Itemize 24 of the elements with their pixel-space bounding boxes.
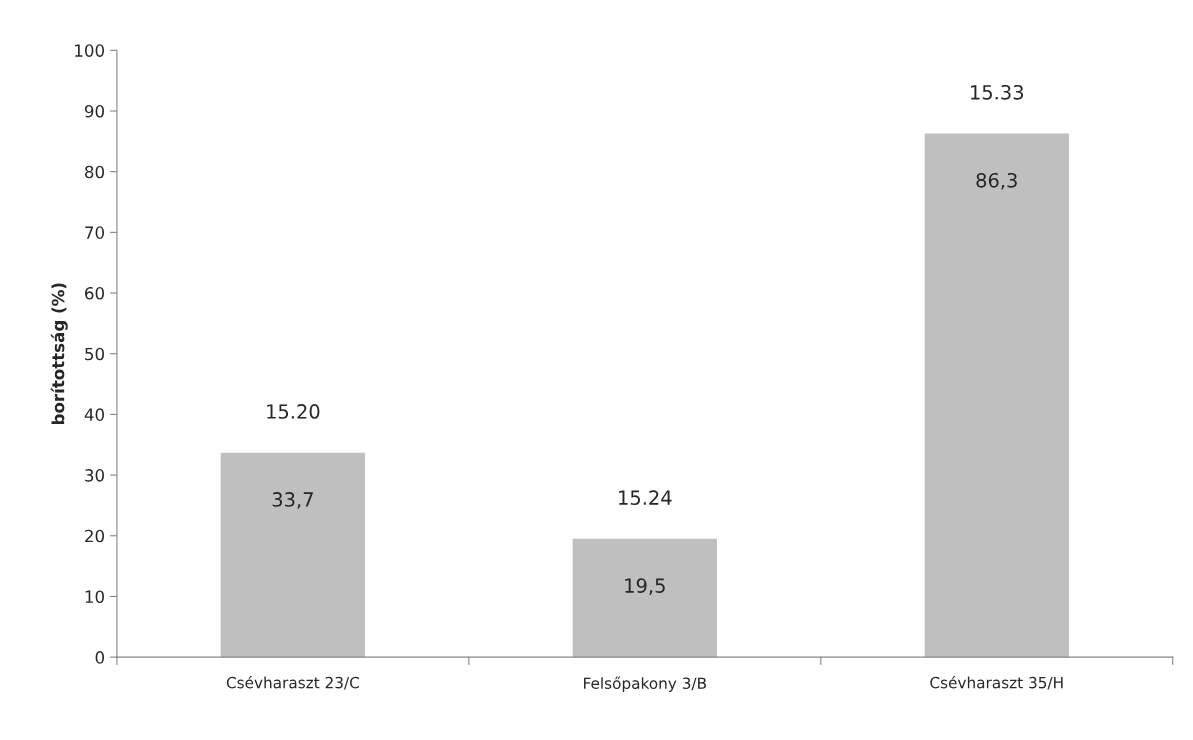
y-tick-label: 80 bbox=[85, 165, 104, 179]
annotation: 15.20 bbox=[267, 404, 320, 419]
data-label: 19,5 bbox=[625, 578, 665, 595]
y-tick-label: 30 bbox=[85, 469, 104, 482]
y-axis-title: borítottság (%) bbox=[50, 283, 68, 425]
y-tick-label: 0 bbox=[95, 651, 104, 664]
x-tick-label: Csévharaszt 35/H bbox=[930, 675, 1063, 690]
y-tick-label: 50 bbox=[85, 347, 104, 361]
bar bbox=[572, 538, 717, 658]
y-tick-label: 100 bbox=[75, 44, 104, 57]
x-tick-label: Csévharaszt 23/C bbox=[226, 675, 359, 690]
bar bbox=[924, 133, 1069, 658]
y-tick-label: 60 bbox=[85, 287, 104, 300]
y-tick-label: 70 bbox=[85, 226, 104, 239]
y-tick-label: 40 bbox=[84, 408, 104, 421]
y-tick-label: 10 bbox=[85, 590, 104, 604]
data-label: 33,7 bbox=[272, 492, 313, 509]
y-tick-label: 20 bbox=[85, 529, 104, 543]
bar bbox=[220, 452, 366, 658]
annotation: 15.24 bbox=[619, 490, 672, 505]
data-label: 86,3 bbox=[976, 172, 1017, 190]
y-tick-label: 90 bbox=[84, 104, 104, 118]
x-tick-label: Felsőpakony 3/B bbox=[584, 676, 706, 692]
annotation: 15.33 bbox=[971, 84, 1024, 100]
